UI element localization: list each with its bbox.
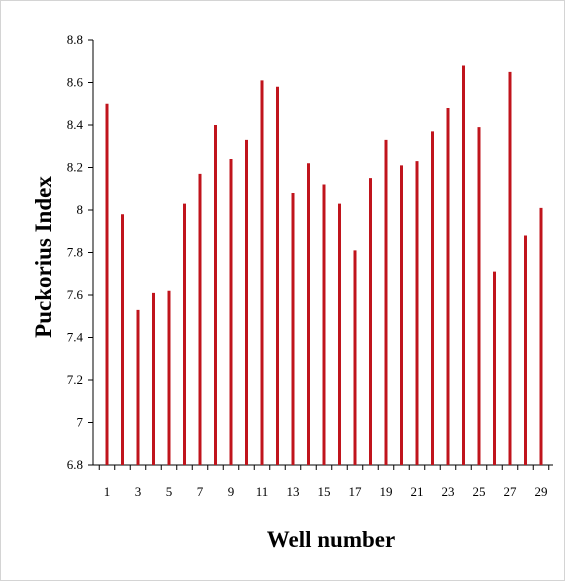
x-tick-label: 11 xyxy=(256,484,269,499)
bar-well-21 xyxy=(415,161,419,465)
bar-well-16 xyxy=(338,203,341,465)
bar-well-6 xyxy=(183,203,186,465)
y-tick-label: 8.6 xyxy=(67,75,84,90)
x-tick-label: 17 xyxy=(349,484,363,499)
x-axis-title: Well number xyxy=(267,527,395,552)
bar-well-1 xyxy=(105,103,109,465)
bar-well-8 xyxy=(214,125,217,465)
bar-well-18 xyxy=(369,178,372,465)
bar-well-29 xyxy=(539,207,543,465)
bar-well-10 xyxy=(245,139,248,465)
x-tick-label: 9 xyxy=(228,484,235,499)
bar-well-24 xyxy=(462,65,465,465)
bar-well-11 xyxy=(260,80,264,465)
x-tick-label: 25 xyxy=(473,484,486,499)
bar-well-13 xyxy=(291,193,295,465)
y-tick-label: 8 xyxy=(77,202,84,217)
x-tick-label: 15 xyxy=(318,484,331,499)
bar-well-27 xyxy=(508,71,512,465)
bar-well-12 xyxy=(276,86,279,465)
bar-well-3 xyxy=(136,309,140,465)
bars xyxy=(105,65,543,465)
y-tick-label: 8.4 xyxy=(67,117,84,132)
bar-well-20 xyxy=(400,165,403,465)
y-tick-label: 7.4 xyxy=(67,330,84,345)
x-tick-label: 23 xyxy=(442,484,455,499)
x-axis: 1 3 5 7 9 11 13 15 17 19 21 23 25 27 29 xyxy=(93,464,553,499)
bar-well-14 xyxy=(307,163,310,465)
bar-well-7 xyxy=(198,173,202,465)
bar-well-23 xyxy=(446,108,450,465)
x-tick-label: 7 xyxy=(197,484,204,499)
bar-well-9 xyxy=(229,159,233,465)
x-tick-label: 29 xyxy=(535,484,548,499)
y-axis: 6.8 7 7.2 7.4 7.6 7.8 8 8.2 8.4 8.6 8.8 xyxy=(67,32,94,472)
x-tick-label: 27 xyxy=(504,484,518,499)
y-tick-label: 8.8 xyxy=(67,32,83,47)
y-tick-label: 7.8 xyxy=(67,245,83,260)
y-tick-label: 7 xyxy=(77,415,84,430)
x-tick-label: 13 xyxy=(287,484,300,499)
bar-well-4 xyxy=(152,292,155,465)
y-axis-title: Puckorius Index xyxy=(31,176,56,338)
bar-well-2 xyxy=(121,214,124,465)
x-tick-label: 5 xyxy=(166,484,173,499)
y-tick-label: 8.2 xyxy=(67,160,83,175)
y-tick-label: 7.2 xyxy=(67,372,83,387)
y-tick-label: 7.6 xyxy=(67,287,84,302)
y-tick-label: 6.8 xyxy=(67,457,83,472)
bar-well-5 xyxy=(167,290,171,465)
bar-well-19 xyxy=(384,139,388,465)
x-tick-label: 19 xyxy=(380,484,393,499)
x-tick-label: 3 xyxy=(135,484,142,499)
bar-well-26 xyxy=(493,271,496,465)
bar-well-17 xyxy=(353,250,357,465)
bar-well-25 xyxy=(477,127,481,465)
x-tick-label: 21 xyxy=(411,484,424,499)
bar-well-15 xyxy=(322,184,326,465)
x-tick-label: 1 xyxy=(104,484,111,499)
bar-well-22 xyxy=(431,131,434,465)
bar-well-28 xyxy=(524,235,527,465)
